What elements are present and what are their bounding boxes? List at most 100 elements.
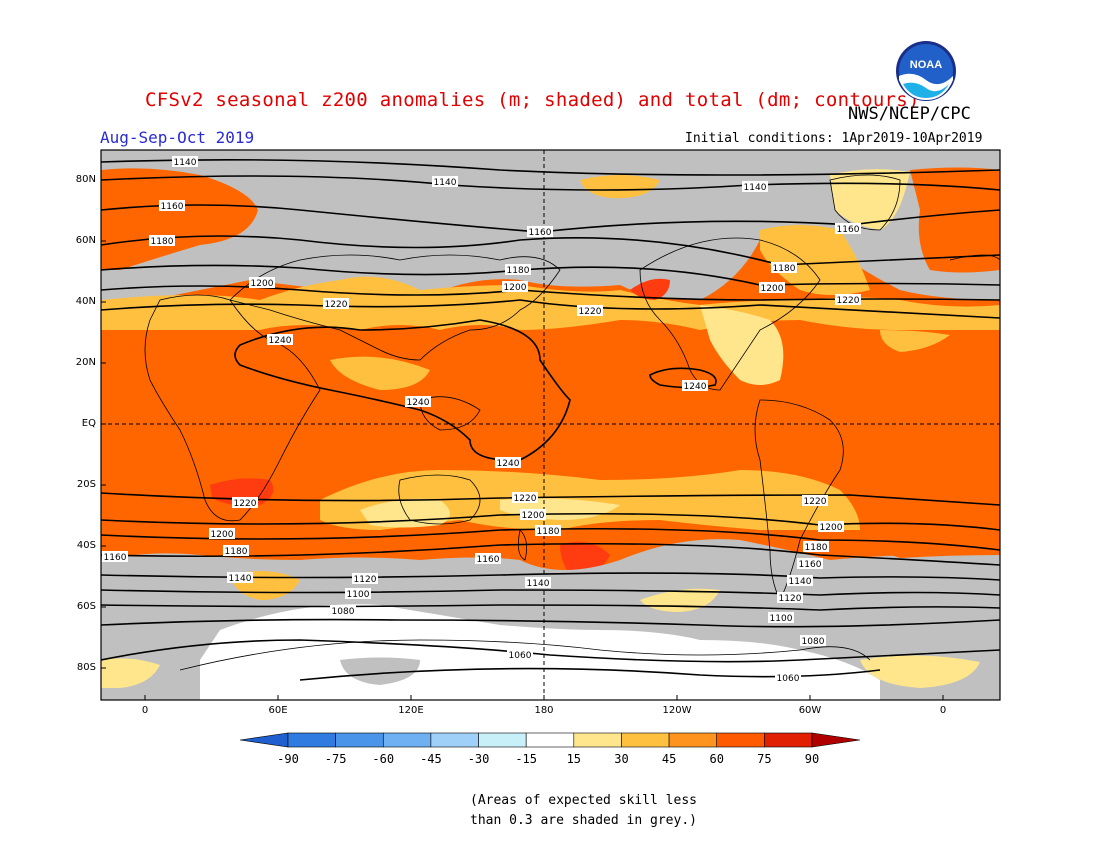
grey-region-north xyxy=(101,150,1000,300)
lat-tick-label: 40N xyxy=(75,296,96,307)
colorbar-tick-label: -60 xyxy=(372,752,395,766)
contour-label: 1160 xyxy=(102,551,128,563)
reference-lines xyxy=(101,150,1000,700)
contour-label: 1220 xyxy=(512,492,538,504)
contour-label-text: 1120 xyxy=(354,575,377,585)
contour-label-text: 1200 xyxy=(504,283,527,293)
contour-label: 1220 xyxy=(835,294,861,306)
yellow-antarctic-west xyxy=(101,658,160,688)
contour-label: 1140 xyxy=(787,575,813,587)
contour-label-text: 1220 xyxy=(325,300,348,310)
contour-label-text: 1140 xyxy=(744,183,767,193)
lon-tick-label: 180 xyxy=(534,705,554,716)
contour-label: 1180 xyxy=(535,525,561,537)
contour-label-text: 1240 xyxy=(269,336,292,346)
contour-label-text: 1120 xyxy=(779,594,802,604)
contour-label-text: 1220 xyxy=(837,296,860,306)
contour-label-text: 1200 xyxy=(251,279,274,289)
contour-label: 1060 xyxy=(507,649,533,661)
contour-label-text: 1140 xyxy=(789,577,812,587)
lat-tick-label: 40S xyxy=(76,540,96,551)
contour-label-text: 1200 xyxy=(761,284,784,294)
colorbar-segment xyxy=(335,732,384,748)
lon-tick-label: 120W xyxy=(662,705,692,716)
noaa-logo-icon: NOAA xyxy=(896,41,956,101)
contour-label: 1120 xyxy=(352,573,378,585)
colorbar-tick-label: -90 xyxy=(277,752,299,766)
contour-label: 1220 xyxy=(232,497,258,509)
contour-label: 1200 xyxy=(759,282,785,294)
contour-label-text: 1140 xyxy=(229,574,252,584)
yellow-antarctic-east xyxy=(860,655,980,688)
red-patch-north-pacific xyxy=(630,278,670,300)
yellow-north-america xyxy=(700,305,784,385)
colorbar-segment xyxy=(430,732,479,748)
colorbar-tick-label: 75 xyxy=(757,752,772,766)
contour-label-text: 1220 xyxy=(234,499,257,509)
contour-label: 1140 xyxy=(432,176,458,188)
lat-tick-label: 20N xyxy=(75,357,96,368)
contour-label: 1200 xyxy=(520,509,546,521)
lon-tick-label: 0 xyxy=(939,705,947,716)
contour-label-text: 1080 xyxy=(802,637,825,647)
contour-label-text: 1200 xyxy=(522,511,545,521)
lon-tick-label: 120E xyxy=(398,705,424,716)
colorbar-arrow-left xyxy=(239,732,289,748)
lon-tick-label: 60W xyxy=(798,705,822,716)
contour-label-text: 1160 xyxy=(161,202,184,212)
contour-label: 1240 xyxy=(267,334,293,346)
contour-label-text: 1140 xyxy=(174,158,197,168)
contour-label: 1240 xyxy=(405,396,431,408)
colorbar-tick-label: 30 xyxy=(614,752,629,766)
contour-label: 1220 xyxy=(323,298,349,310)
colorbar-tick-label: 90 xyxy=(804,752,820,766)
yellow-south-asia xyxy=(330,356,430,390)
initial-conditions: Initial conditions: 1Apr2019-10Apr2019 xyxy=(685,131,983,146)
contour-label: 1180 xyxy=(771,262,797,274)
orange-arctic-east xyxy=(910,167,1000,273)
lat-tick-label: 20S xyxy=(76,479,96,490)
skill-footnote: (Areas of expected skill less than 0.3 a… xyxy=(470,791,697,831)
lat-tick-label: 60S xyxy=(76,601,96,612)
contour-label: 1120 xyxy=(777,592,803,604)
contour-label-text: 1100 xyxy=(347,590,370,600)
contour-label-text: 1140 xyxy=(527,579,550,589)
contour-label: 1160 xyxy=(835,223,861,235)
contour-label-text: 1160 xyxy=(529,228,552,238)
colorbar-tick-label: 60 xyxy=(709,752,724,766)
contour-label: 1200 xyxy=(502,281,528,293)
contour-label-text: 1060 xyxy=(509,651,532,661)
contour-label-text: 1180 xyxy=(805,543,828,553)
colorbar-segment xyxy=(573,732,622,748)
contour-label-text: 1180 xyxy=(225,547,248,557)
contour-label: 1180 xyxy=(223,545,249,557)
agency-label: NWS/NCEP/CPC xyxy=(848,104,971,124)
svg-text:NOAA: NOAA xyxy=(910,59,942,71)
yellow-greenland xyxy=(760,225,870,295)
colorbar-segment xyxy=(764,732,813,748)
contour-label-text: 1200 xyxy=(820,523,843,533)
colorbar-arrow-right xyxy=(811,732,861,748)
contour-label: 1140 xyxy=(227,572,253,584)
colorbar-tick-label: -15 xyxy=(515,752,538,766)
orange-arctic-west xyxy=(101,168,258,270)
contour-label: 1160 xyxy=(475,553,501,565)
footnote-line-1: (Areas of expected skill less xyxy=(470,793,697,808)
contour-label-text: 1060 xyxy=(777,674,800,684)
lat-tick-label: EQ xyxy=(81,418,96,429)
colorbar-tick-label: -30 xyxy=(467,752,490,766)
colorbar-tick-label: -45 xyxy=(420,752,442,766)
footnote-line-2: than 0.3 are shaded in grey.) xyxy=(470,813,697,828)
contour-label-text: 1220 xyxy=(579,307,602,317)
colorbar-tick-label: -75 xyxy=(324,752,347,766)
contour-label-text: 1240 xyxy=(497,459,520,469)
lat-tick-label: 80S xyxy=(76,662,96,673)
contour-label: 1080 xyxy=(800,635,826,647)
plot-frame xyxy=(100,149,1001,701)
lon-tick-label: 0 xyxy=(141,705,149,716)
forecast-period: Aug-Sep-Oct 2019 xyxy=(100,128,255,147)
colorbar-tick-label: 45 xyxy=(661,752,677,766)
contour-label-text: 1220 xyxy=(514,494,537,504)
contour-label-text: 1080 xyxy=(332,607,355,617)
